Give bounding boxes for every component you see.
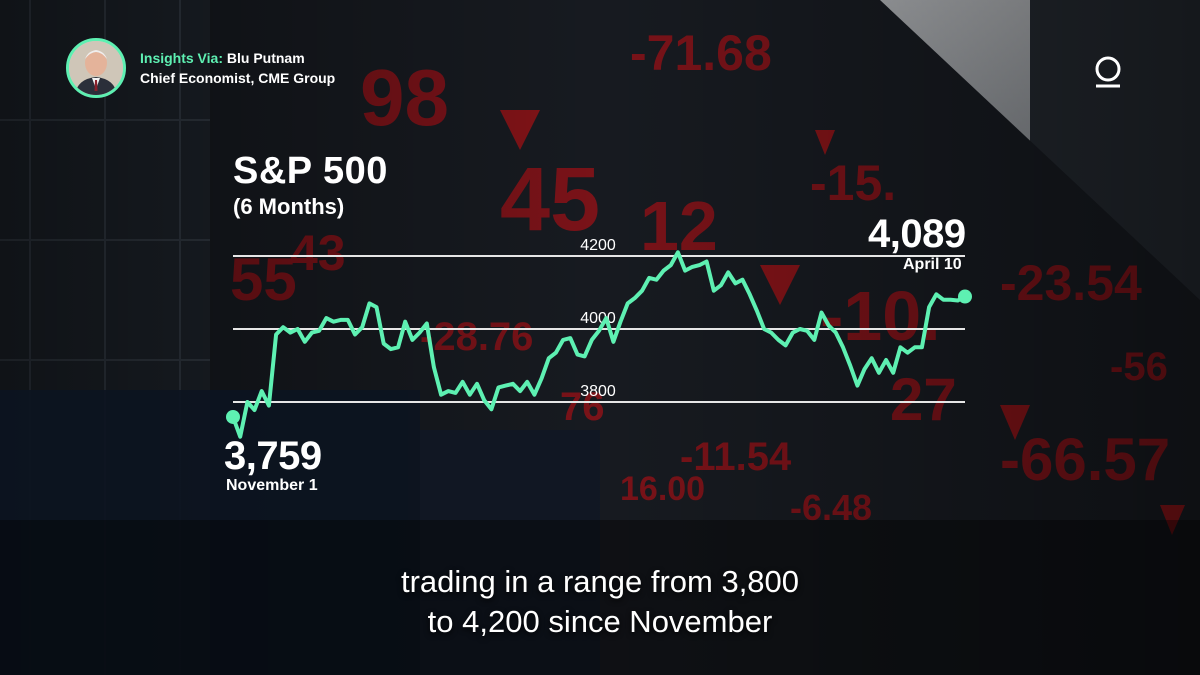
gridline-label-3800: 3800 [580,383,616,400]
badge-role: Chief Economist, CME Group [140,70,336,86]
start-value-label: 3,759 [224,434,322,478]
avatar [66,38,126,98]
badge-text: Insights Via: Blu Putnam Chief Economist… [140,48,335,88]
chart-subtitle: (6 Months) [233,194,345,219]
avatar-portrait-icon [69,41,123,95]
end-date-label: April 10 [903,256,962,273]
chart-title: S&P 500 [233,150,388,192]
source-badge: Insights Via: Blu Putnam Chief Economist… [66,36,335,100]
gridline-label-4000: 4000 [580,310,616,327]
start-date-label: November 1 [226,477,318,494]
caption-line-1: trading in a range from 3,800 [400,564,800,599]
series-line [231,250,967,439]
brand-logo-icon [1095,56,1121,88]
badge-prefix: Insights Via: [140,50,223,66]
caption-line-2: to 4,200 since November [427,604,773,639]
end-point [958,289,972,304]
caption: trading in a range from 3,800 to 4,200 s… [0,562,1200,642]
gridline-label-4200: 4200 [580,237,616,254]
start-point [226,409,240,424]
badge-name: Blu Putnam [226,50,305,66]
end-value-label: 4,089 [868,212,966,256]
